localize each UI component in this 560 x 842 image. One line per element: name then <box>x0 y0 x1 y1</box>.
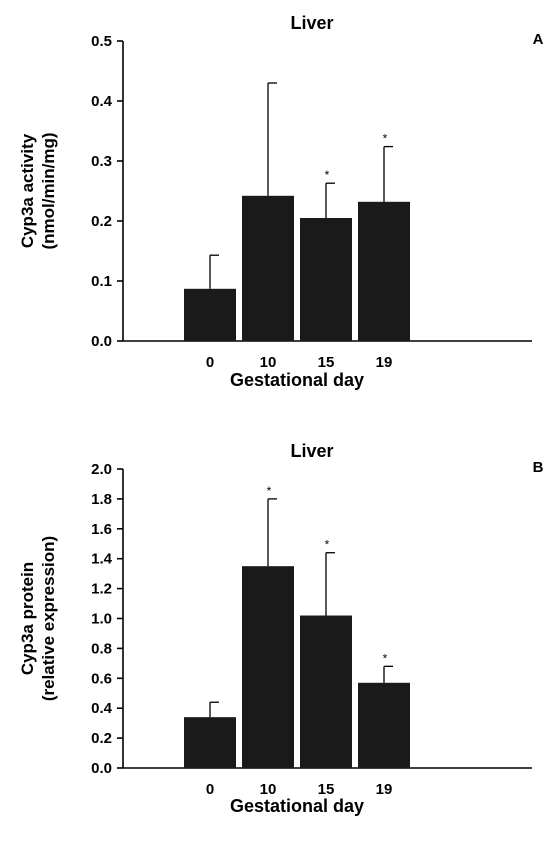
x-tick-label: 10 <box>260 354 277 371</box>
y-axis-label: (nmol/min/mg) <box>39 132 58 249</box>
y-tick-label: 0.4 <box>91 700 113 717</box>
y-tick-label: 1.6 <box>91 521 112 538</box>
bar-day-0 <box>184 717 236 768</box>
y-tick-label: 0.5 <box>91 33 112 50</box>
panel-label: B <box>533 459 544 476</box>
x-axis-label: Gestational day <box>230 370 364 390</box>
bar-day-0 <box>184 288 236 341</box>
chart-panel-a: Liver A 0.0 0.1 0.2 0.3 0.4 0.5 Cyp3a activity (n… <box>18 13 544 390</box>
y-tick-label: 0.0 <box>91 333 112 350</box>
y-tick-label: 1.4 <box>91 551 113 568</box>
y-tick-label: 0.0 <box>91 760 112 777</box>
x-tick-label: 15 <box>318 781 335 798</box>
y-tick-label: 1.2 <box>91 581 112 598</box>
significance-marker: * <box>267 484 272 498</box>
y-tick-label: 1.0 <box>91 611 112 628</box>
x-tick-label: 10 <box>260 781 277 798</box>
x-tick-label: 15 <box>318 354 335 371</box>
significance-marker: * <box>383 651 388 665</box>
x-tick-label: 19 <box>376 354 393 371</box>
y-axis-label: (relative expression) <box>39 536 58 701</box>
y-tick-label: 2.0 <box>91 461 112 478</box>
bar-day-15 <box>300 218 352 341</box>
significance-marker: * <box>325 538 330 552</box>
bar-day-19 <box>358 682 410 768</box>
y-tick-label: 0.2 <box>91 730 112 747</box>
x-axis-label: Gestational day <box>230 796 364 816</box>
chart-title: Liver <box>290 13 333 33</box>
chart-panel-b: Liver B 0.0 0.2 0.4 0.6 0.8 1.0 1.2 1.4 1.6 1.8 2.0 C… <box>18 441 544 816</box>
y-tick-label: 0.8 <box>91 640 112 657</box>
x-tick-label: 0 <box>206 354 214 371</box>
bar-day-10 <box>242 566 294 768</box>
y-axis-label: Cyp3a activity <box>18 133 37 248</box>
y-axis-label: Cyp3a protein <box>18 562 37 675</box>
panel-label: A <box>533 31 544 48</box>
bar-day-19 <box>358 201 410 341</box>
y-tick-label: 1.8 <box>91 491 112 508</box>
bar-day-15 <box>300 615 352 768</box>
bar-day-10 <box>242 195 294 341</box>
significance-marker: * <box>325 168 330 182</box>
x-tick-label: 19 <box>376 781 393 798</box>
x-tick-label: 0 <box>206 781 214 798</box>
y-tick-label: 0.2 <box>91 213 112 230</box>
chart-title: Liver <box>290 441 333 461</box>
y-tick-label: 0.4 <box>91 93 113 110</box>
significance-marker: * <box>383 132 388 146</box>
y-tick-label: 0.3 <box>91 153 112 170</box>
y-tick-label: 0.1 <box>91 273 112 290</box>
y-tick-label: 0.6 <box>91 670 112 687</box>
